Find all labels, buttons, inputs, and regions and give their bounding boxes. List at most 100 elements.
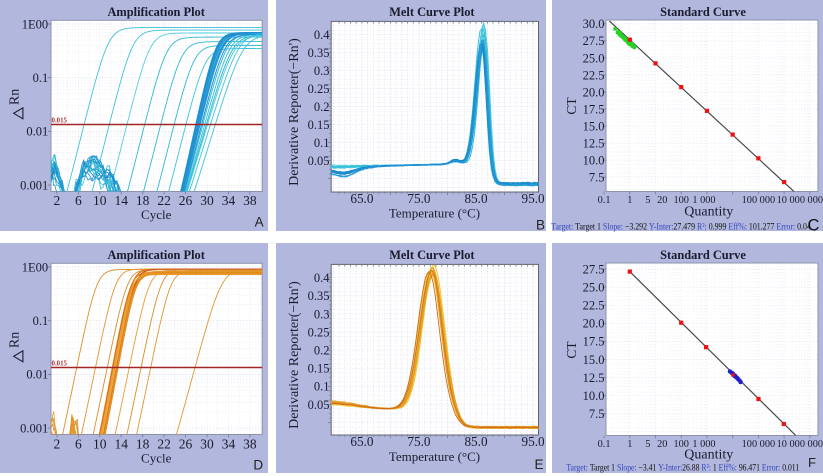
svg-text:100 000: 100 000 <box>742 439 775 450</box>
svg-text:14: 14 <box>114 437 128 452</box>
svg-text:20: 20 <box>657 195 667 206</box>
svg-text:2: 2 <box>54 193 61 208</box>
svg-text:20.0: 20.0 <box>583 317 605 331</box>
svg-text:27.5: 27.5 <box>583 34 605 48</box>
svg-text:0.05: 0.05 <box>308 154 330 168</box>
svg-text:0.001: 0.001 <box>20 178 48 192</box>
svg-text:0.015: 0.015 <box>52 361 68 368</box>
svg-text:10.0: 10.0 <box>583 389 605 403</box>
svg-text:25.0: 25.0 <box>583 51 605 65</box>
svg-text:18: 18 <box>136 193 150 208</box>
svg-text:10: 10 <box>93 437 107 452</box>
svg-text:12.5: 12.5 <box>583 371 605 385</box>
svg-text:10: 10 <box>93 193 107 208</box>
svg-text:1E00: 1E00 <box>22 260 48 274</box>
svg-text:0.001: 0.001 <box>20 421 48 435</box>
svg-text:22: 22 <box>157 193 171 208</box>
svg-text:0.15: 0.15 <box>308 362 330 376</box>
svg-text:7.5: 7.5 <box>589 170 605 184</box>
svg-text:1 000: 1 000 <box>692 195 715 206</box>
svg-text:6: 6 <box>75 193 82 208</box>
svg-text:0.1: 0.1 <box>314 136 330 150</box>
svg-text:20: 20 <box>657 439 667 450</box>
svg-text:1E00: 1E00 <box>22 17 48 31</box>
svg-text:0.3: 0.3 <box>314 64 330 78</box>
svg-text:C: C <box>808 217 820 235</box>
svg-text:0.1: 0.1 <box>314 380 330 394</box>
svg-text:20.0: 20.0 <box>583 85 605 99</box>
svg-text:6: 6 <box>75 437 82 452</box>
svg-text:1: 1 <box>627 439 632 450</box>
svg-text:Rn: Rn <box>8 89 23 105</box>
svg-text:30: 30 <box>200 437 214 452</box>
svg-text:95.0: 95.0 <box>522 434 545 449</box>
svg-text:22.5: 22.5 <box>583 68 605 82</box>
svg-text:0.01: 0.01 <box>26 368 48 382</box>
svg-text:0.1: 0.1 <box>598 439 611 450</box>
svg-text:14: 14 <box>114 193 128 208</box>
svg-text:75.0: 75.0 <box>407 434 430 449</box>
svg-text:0.1: 0.1 <box>598 195 611 206</box>
svg-text:0.35: 0.35 <box>308 289 330 303</box>
svg-text:18: 18 <box>136 437 150 452</box>
svg-text:30.0: 30.0 <box>583 17 605 31</box>
svg-text:7.5: 7.5 <box>589 407 605 421</box>
svg-text:Quantity: Quantity <box>684 205 733 220</box>
svg-text:5: 5 <box>645 439 650 450</box>
svg-text:10 000 000: 10 000 000 <box>777 195 823 206</box>
svg-text:65.0: 65.0 <box>350 434 373 449</box>
svg-text:Temperature (°C): Temperature (°C) <box>389 206 480 221</box>
svg-text:85.0: 85.0 <box>464 434 487 449</box>
svg-text:25.0: 25.0 <box>583 280 605 294</box>
svg-text:100: 100 <box>674 195 689 206</box>
svg-text:0.1: 0.1 <box>33 71 49 85</box>
svg-text:Target: Target 1 Slope: −3.292: Target: Target 1 Slope: −3.292 Y-Inter:2… <box>551 221 811 232</box>
svg-text:22.5: 22.5 <box>583 299 605 313</box>
svg-text:34: 34 <box>222 193 236 208</box>
svg-text:Derivative Reporter(−Rn'): Derivative Reporter(−Rn') <box>287 281 302 429</box>
svg-text:100 000: 100 000 <box>742 195 775 206</box>
svg-text:38: 38 <box>243 437 257 452</box>
svg-text:0.25: 0.25 <box>308 82 330 96</box>
svg-text:Derivative Reporter(−Rn'): Derivative Reporter(−Rn') <box>287 38 302 186</box>
svg-text:10 000 000: 10 000 000 <box>777 439 823 450</box>
svg-text:Target: Target 1 Slope: −3.41: Target: Target 1 Slope: −3.41 Y-Inter:26… <box>566 462 799 473</box>
svg-text:2: 2 <box>54 437 61 452</box>
svg-text:0.15: 0.15 <box>308 118 330 132</box>
svg-text:17.5: 17.5 <box>583 102 605 116</box>
svg-text:27.5: 27.5 <box>583 262 605 276</box>
svg-text:0.1: 0.1 <box>33 314 49 328</box>
svg-text:85.0: 85.0 <box>464 191 487 206</box>
svg-text:38: 38 <box>243 193 257 208</box>
svg-text:100: 100 <box>674 439 689 450</box>
svg-text:Quantity: Quantity <box>684 448 733 463</box>
svg-text:E: E <box>534 457 543 472</box>
svg-text:5: 5 <box>645 195 650 206</box>
svg-text:Temperature (°C): Temperature (°C) <box>389 449 480 464</box>
svg-text:Amplification Plot: Amplification Plot <box>107 248 205 262</box>
svg-text:95.0: 95.0 <box>522 191 545 206</box>
svg-text:0.01: 0.01 <box>26 125 48 139</box>
svg-text:Amplification Plot: Amplification Plot <box>107 5 205 19</box>
svg-text:0.05: 0.05 <box>308 398 330 412</box>
svg-text:Melt Curve Plot: Melt Curve Plot <box>389 5 475 19</box>
svg-text:65.0: 65.0 <box>350 191 373 206</box>
svg-text:1 000: 1 000 <box>692 439 715 450</box>
svg-text:17.5: 17.5 <box>583 335 605 349</box>
svg-text:F: F <box>808 455 816 470</box>
svg-text:B: B <box>536 218 545 233</box>
svg-text:0.4: 0.4 <box>314 28 330 42</box>
svg-text:22: 22 <box>157 437 171 452</box>
svg-text:30: 30 <box>200 193 214 208</box>
svg-text:0.35: 0.35 <box>308 46 330 60</box>
svg-text:1: 1 <box>627 195 632 206</box>
svg-text:34: 34 <box>222 437 236 452</box>
svg-text:26: 26 <box>179 437 193 452</box>
svg-text:0.3: 0.3 <box>314 307 330 321</box>
svg-text:Rn: Rn <box>8 332 23 348</box>
svg-text:Standard Curve: Standard Curve <box>660 248 746 262</box>
svg-text:Standard Curve: Standard Curve <box>660 5 746 19</box>
svg-text:CT: CT <box>564 341 579 359</box>
svg-text:10.0: 10.0 <box>583 153 605 167</box>
svg-text:75.0: 75.0 <box>407 191 430 206</box>
